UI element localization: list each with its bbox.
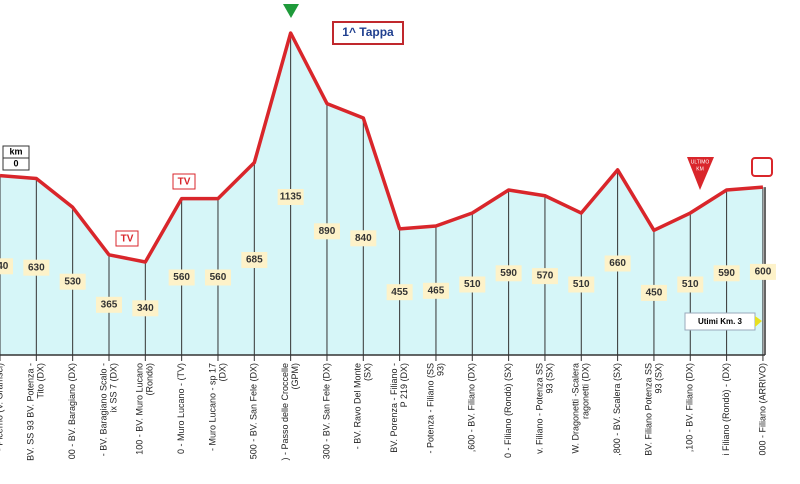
value-label: 600 — [755, 267, 772, 278]
value-label: 640 — [0, 261, 9, 272]
x-tick-label: BV. Filiano Potenza SS — [643, 363, 653, 456]
summit-marker — [283, 4, 299, 18]
value-label: 465 — [428, 285, 445, 296]
value-box — [59, 273, 86, 290]
value-label: 660 — [609, 258, 626, 269]
value-box — [568, 276, 595, 293]
value-box — [241, 252, 268, 268]
value-box — [95, 296, 122, 313]
value-label: 590 — [718, 268, 735, 279]
tv-label: TV — [121, 234, 134, 245]
x-tick-label: 0 - Filiano (Rondò) (SX) — [503, 363, 513, 458]
tv-box — [115, 230, 139, 247]
value-label: 560 — [173, 272, 190, 283]
x-tick-label: Tito (DX) — [36, 363, 46, 399]
x-tick-label: - BV. Baragiano Scalo - — [98, 363, 108, 456]
value-label: 510 — [573, 279, 590, 290]
title-box — [332, 21, 404, 45]
x-tick-label: 0 - Muro Lucano - (TV) — [176, 363, 186, 454]
value-box — [749, 263, 776, 280]
value-box — [459, 276, 486, 293]
x-tick-label: (SX) — [363, 363, 373, 381]
value-label: 450 — [646, 288, 663, 299]
x-tick-label: BV. Porenza - Filiano - — [389, 363, 399, 453]
km-label: km — [9, 146, 22, 156]
last-km-label: KM — [696, 166, 704, 172]
value-box — [640, 284, 667, 301]
x-tick-label: - Muro Lucano - sp 17 — [207, 363, 217, 451]
x-tick-label: - Potenza - Filiano (SS — [425, 363, 435, 454]
value-label: 455 — [391, 287, 408, 298]
value-box — [531, 268, 558, 285]
value-label: 560 — [210, 272, 227, 283]
x-tick-label: i Filiano (Rondò) - (DX) — [721, 363, 731, 456]
value-box — [713, 265, 740, 282]
finish-icon — [751, 157, 773, 177]
value-label: 365 — [101, 299, 118, 310]
x-tick-label: 300 - BV. San Fele (DX) — [321, 363, 331, 459]
x-tick-label: ,100 - BV. Filiano (DX) — [685, 363, 695, 452]
tv-box — [172, 173, 196, 190]
x-tick-label: - BV. Ravo Del Monte — [353, 363, 363, 449]
value-box — [204, 269, 231, 286]
value-label: 590 — [500, 268, 517, 279]
value-box — [604, 255, 631, 272]
x-tick-label: W. Dragonetti -Scalera — [571, 363, 581, 454]
value-label: 630 — [28, 262, 45, 273]
marks: 640 - Picerno (V. Gramsci) 630 BV. SS 93 BV… — [0, 31, 776, 461]
value-label: 840 — [355, 233, 372, 244]
value-box — [386, 284, 413, 301]
x-tick-label: ,800 - BV. Scalera (SX) — [612, 363, 622, 456]
value-box — [132, 300, 159, 317]
value-box — [677, 276, 704, 293]
value-box — [350, 230, 377, 247]
value-label: 570 — [537, 271, 554, 282]
x-tick-label: (DX) — [217, 363, 227, 382]
value-label: 890 — [319, 226, 336, 237]
value-label: 510 — [682, 279, 699, 290]
value-box — [23, 259, 50, 276]
value-box — [0, 258, 13, 275]
value-label: 1135 — [280, 192, 302, 203]
last-km-label: ULTIMO — [691, 159, 710, 165]
value-label: 340 — [137, 303, 154, 314]
value-box — [313, 223, 340, 240]
x-tick-label: 93) — [435, 363, 445, 376]
tv-label: TV — [178, 177, 191, 188]
chart-title: 1^ Tappa — [342, 25, 394, 39]
x-tick-label: ragonetti (DX) — [581, 363, 591, 419]
x-tick-label: BV. SS 93 BV. Potenza - — [26, 363, 36, 461]
value-label: 530 — [64, 276, 81, 287]
final-km-arrow — [755, 316, 762, 327]
x-tick-label: - Picerno (V. Gramsci) — [0, 363, 4, 451]
profile-line — [0, 31, 764, 264]
value-box — [277, 189, 304, 205]
x-tick-label: ,600 - BV. Filiano (DX) — [467, 363, 477, 452]
x-tick-label: 93 (SX) — [653, 363, 663, 394]
x-tick-label: ix SS 7 (DX) — [108, 363, 118, 413]
last-km-flag — [687, 157, 714, 190]
value-label: 685 — [246, 255, 263, 266]
x-tick-label: 500 - BV. San Fele (DX) — [249, 363, 259, 459]
x-tick-label: (Rondò) — [145, 363, 155, 396]
x-tick-label: P 219 (DX) — [399, 363, 409, 407]
x-tick-label: 00 - BV. Baragiano (DX) — [67, 363, 77, 459]
km-start: 0 — [13, 158, 18, 168]
value-box — [495, 265, 522, 282]
x-tick-label: ) - Passo delle Croccelle — [280, 363, 290, 461]
x-tick-label: (GPM) — [290, 363, 300, 390]
value-label: 510 — [464, 279, 481, 290]
x-tick-label: 93 (SX) — [544, 363, 554, 394]
x-tick-label: 100 - BV. Muro Lucano — [135, 363, 145, 455]
x-tick-label: 000 - Filiano (ARRIVO) — [757, 363, 767, 456]
value-box — [168, 269, 195, 286]
value-box — [422, 282, 449, 299]
x-tick-label: v. Filiano - Potenza SS — [534, 363, 544, 454]
final-km-label: Utimi Km. 3 — [698, 317, 743, 326]
